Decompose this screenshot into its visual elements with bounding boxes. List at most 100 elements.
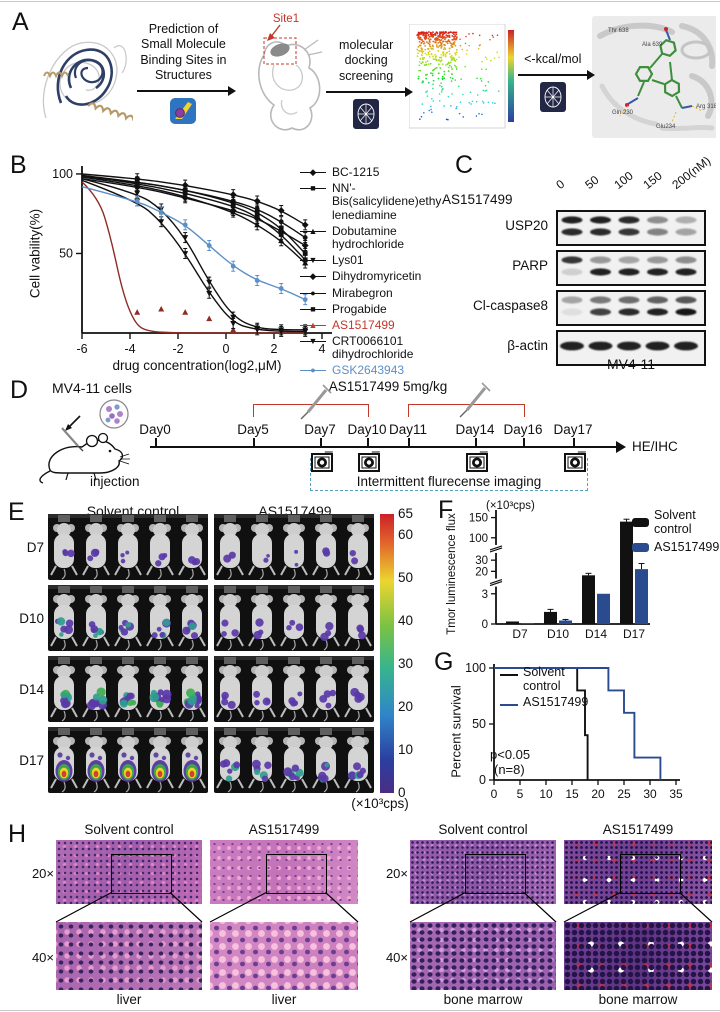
rect-shape <box>220 534 240 568</box>
e-row-label: D10 <box>19 611 44 626</box>
ellipse-shape <box>675 228 697 236</box>
legend-label: Progabide <box>332 301 387 316</box>
day-tick <box>367 438 369 447</box>
rect-shape <box>224 657 236 664</box>
rect-shape <box>154 515 166 522</box>
line-shape <box>269 565 276 576</box>
circle-shape <box>478 34 481 37</box>
path-shape <box>93 710 98 722</box>
path-shape <box>634 38 680 98</box>
legend-marker: ▼ <box>300 335 326 348</box>
circle-shape <box>434 67 437 70</box>
circle-shape <box>442 53 445 56</box>
circle-shape <box>319 523 333 537</box>
circle-shape <box>432 55 434 58</box>
b-xlabel: drug concentration(log2,μM) <box>112 358 282 373</box>
circle-shape <box>254 768 261 776</box>
legend-swatch <box>632 542 649 552</box>
wb-row: β-actin <box>438 330 706 366</box>
circle-shape <box>428 50 431 53</box>
rect-shape <box>90 728 102 735</box>
circle-shape <box>287 594 301 608</box>
text-shape: D10 <box>547 627 569 641</box>
histology-image-20x <box>210 840 358 904</box>
circle-shape <box>153 665 167 679</box>
line-shape <box>280 565 287 576</box>
circle-shape <box>624 103 629 107</box>
circle-shape <box>253 690 260 698</box>
path-shape <box>125 639 130 651</box>
text-shape: 100 <box>469 533 488 545</box>
circle-shape <box>470 103 472 105</box>
bottom-rule <box>0 1010 720 1011</box>
ellipse-shape <box>125 770 131 778</box>
dose-bracket <box>408 404 525 417</box>
line-shape <box>146 636 153 647</box>
circle-shape <box>295 623 304 631</box>
ellipse-shape <box>675 256 697 264</box>
rect-shape <box>186 657 198 664</box>
circle-shape <box>319 460 325 465</box>
circle-shape <box>421 81 423 84</box>
span-shape <box>300 260 326 262</box>
ellipse-shape <box>618 216 640 224</box>
circle-shape <box>419 31 421 34</box>
path-shape <box>157 639 162 651</box>
line-shape <box>237 636 244 647</box>
wb-target-label: Cl-caspase8 <box>472 298 548 313</box>
circle-shape <box>188 622 197 631</box>
inset-rectangle <box>266 854 328 895</box>
ellipse-shape <box>93 770 99 778</box>
circle-shape <box>430 72 432 75</box>
circle-shape <box>418 40 421 43</box>
panel-label-a: A <box>12 8 29 36</box>
circle-shape <box>453 58 456 61</box>
line-shape <box>489 580 503 587</box>
circle-shape <box>219 760 228 768</box>
span-shape <box>300 230 326 232</box>
line-shape <box>103 707 110 718</box>
circle-shape <box>255 523 269 537</box>
text-shape: 35 <box>669 787 683 801</box>
path-shape <box>93 781 98 793</box>
rect-shape <box>320 728 332 735</box>
circle-shape <box>155 560 162 567</box>
line-shape <box>280 778 287 789</box>
span-shape <box>300 188 326 190</box>
circle-shape <box>432 33 435 36</box>
circle-shape <box>99 399 129 429</box>
circle-shape <box>428 53 430 56</box>
circle-shape <box>422 31 425 34</box>
path-shape <box>323 568 328 580</box>
circle-shape <box>349 549 356 557</box>
circle-shape <box>458 112 461 115</box>
line-shape <box>322 384 332 394</box>
circle-shape <box>454 54 457 56</box>
text-shape: 0 <box>223 342 230 356</box>
circle-shape <box>419 38 422 41</box>
wb-target-label: USP20 <box>505 218 548 233</box>
path-shape <box>230 326 237 333</box>
day-label: Day5 <box>237 422 269 437</box>
circle-shape <box>487 101 490 104</box>
circle-shape <box>287 523 301 537</box>
ellipse-shape <box>618 228 640 236</box>
circle-shape <box>89 523 103 537</box>
circle-shape <box>325 702 332 709</box>
svg-shape <box>561 256 697 276</box>
line-shape <box>103 565 110 576</box>
circle-shape <box>437 50 440 52</box>
circle-shape <box>419 58 422 60</box>
circle-shape <box>121 752 127 758</box>
ellipse-shape <box>675 268 697 276</box>
span-shape <box>300 308 326 310</box>
circle-shape <box>445 118 448 121</box>
ellipse-shape <box>647 296 668 304</box>
circle-shape <box>97 755 103 761</box>
workflow-step-3: <-kcal/mol <box>515 52 595 113</box>
circle-shape <box>121 736 135 750</box>
curve-Dihydromyricetin <box>81 178 306 247</box>
circle-shape <box>478 44 481 47</box>
ellipse-shape <box>588 341 613 351</box>
legend-item: ● Mirabegron <box>300 286 450 300</box>
